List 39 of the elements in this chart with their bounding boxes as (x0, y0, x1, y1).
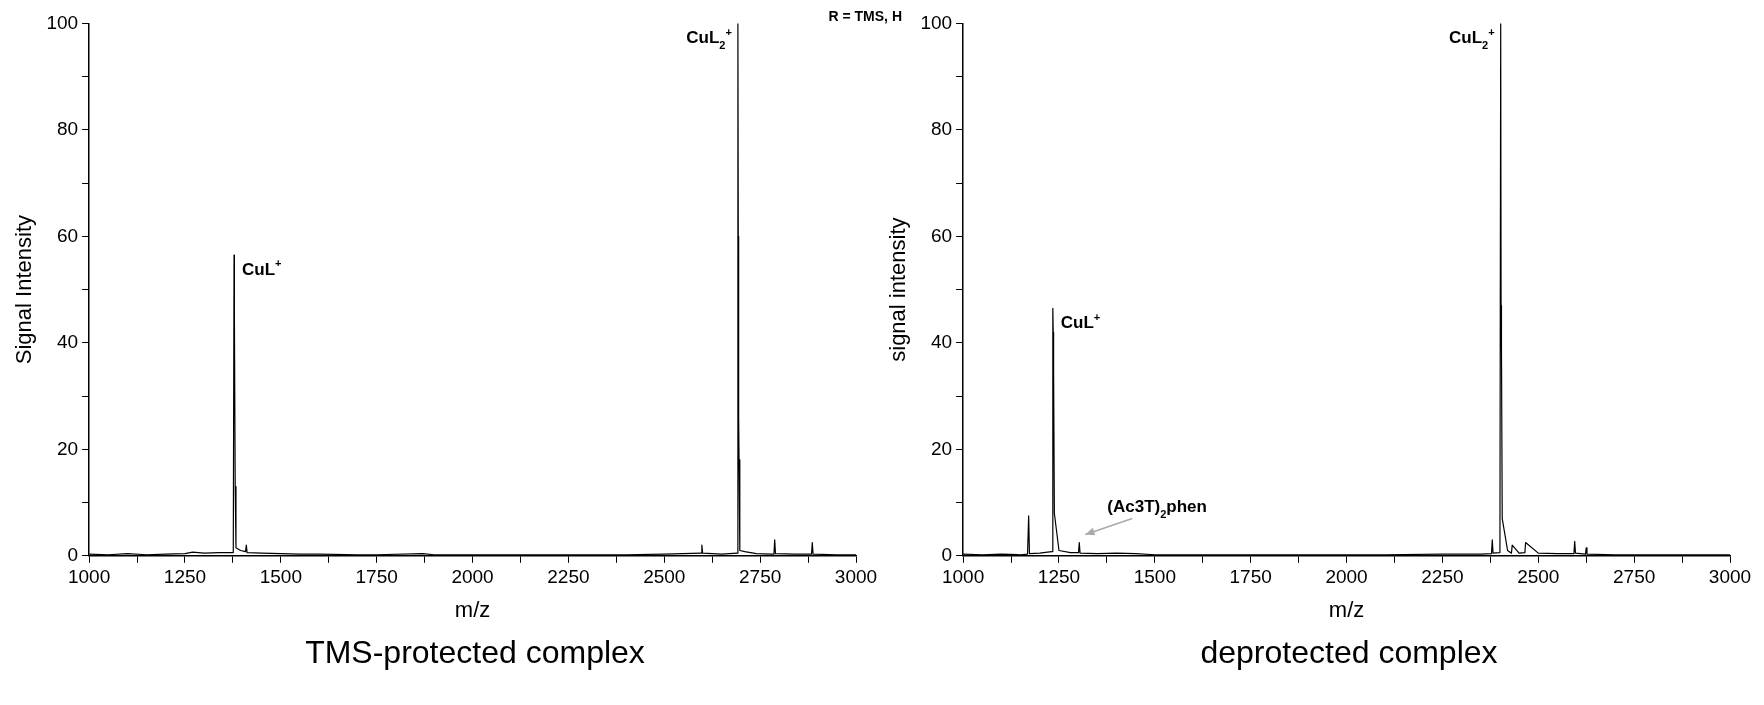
y-axis-title: signal intensity (885, 217, 911, 362)
y-tick-label: 20 (56, 437, 79, 459)
y-tick-label: 0 (67, 544, 79, 566)
y-tick-label: 100 (920, 11, 953, 33)
x-tick-label: 1500 (259, 566, 302, 588)
x-tick-label: 2750 (1613, 566, 1656, 588)
x-tick-label: 2000 (451, 566, 494, 588)
x-tick-label: 1250 (1037, 566, 1081, 588)
text: deprotected complex (1199, 634, 1499, 671)
annotation: CuL+ (242, 257, 282, 279)
y-tick-label: 40 (930, 331, 953, 353)
x-tick-label: 3000 (834, 566, 878, 588)
x-tick-label: 2500 (1517, 566, 1560, 588)
x-axis-title: m/z (1328, 596, 1365, 622)
x-tick-label: 1000 (67, 566, 111, 588)
text: TMS-protected complex (304, 634, 646, 671)
x-tick-label: 2250 (1421, 566, 1464, 588)
x-tick-label: 2000 (1325, 566, 1368, 588)
x-tick-label: 3000 (1708, 566, 1752, 588)
x-tick-label: 1750 (1229, 566, 1272, 588)
x-tick-label: 1500 (1133, 566, 1176, 588)
x-tick-label: 2500 (643, 566, 686, 588)
y-tick-label: 20 (930, 437, 953, 459)
x-tick-label: 1250 (163, 566, 207, 588)
y-tick-label: 40 (56, 331, 79, 353)
x-tick-label: 2750 (739, 566, 782, 588)
y-tick-label: 100 (46, 11, 79, 33)
y-tick-label: 60 (930, 224, 953, 246)
x-axis-title: m/z (454, 596, 491, 622)
x-tick-label: 1000 (941, 566, 985, 588)
y-tick-label: 0 (941, 544, 953, 566)
x-tick-label: 2250 (547, 566, 590, 588)
y-tick-label: 60 (56, 224, 79, 246)
y-tick-label: 80 (930, 118, 953, 140)
annotation: R = TMS, H (828, 8, 902, 24)
y-axis-title: Signal Intensity (11, 215, 37, 365)
x-tick-label: 1750 (355, 566, 398, 588)
y-tick-label: 80 (56, 118, 79, 140)
annotation: CuL+ (1060, 310, 1101, 333)
